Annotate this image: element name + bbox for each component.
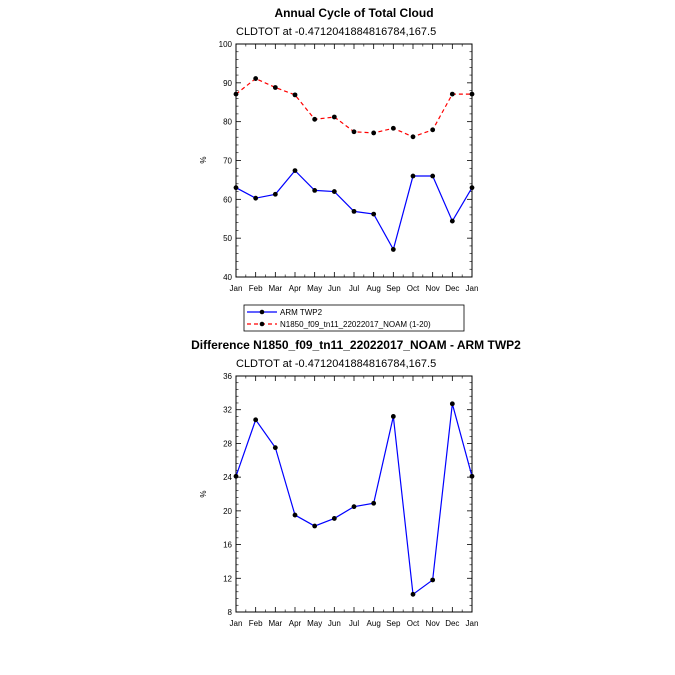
legend-marker-arm: [259, 309, 265, 315]
chart2-ytick-label: 8: [228, 608, 233, 617]
chart2-ytick-label: 36: [223, 372, 232, 381]
chart1-series-0-point: [410, 173, 416, 179]
chart2-xtick-label: Aug: [367, 619, 381, 628]
chart2-series-0-point: [410, 591, 416, 597]
legend-label-arm: ARM TWP2: [280, 308, 323, 317]
chart1-plot-area: Jan Feb Mar Apr May Jun Jul Aug Sep Oct Nov Dec Jan 4…: [219, 40, 479, 293]
chart1-ytick-label: 80: [223, 118, 232, 127]
chart1-subtitle: CLDTOT at -0.4712041884816784,167.5: [236, 26, 436, 38]
chart1-series-0-point: [331, 189, 337, 194]
chart1-ytick-label: 60: [223, 195, 232, 204]
chart1-series-1-point: [410, 134, 416, 140]
chart1-xtick-label: May: [307, 284, 322, 293]
chart2-series-0-point: [331, 516, 337, 521]
chart2-series-0-point: [390, 414, 396, 419]
chart2-series-0-point: [292, 512, 298, 518]
chart1-series-1-point: [430, 127, 436, 133]
chart1-xtick-label: Sep: [386, 284, 401, 293]
chart2-ytick-label: 20: [223, 507, 232, 516]
chart1-series-1-point: [292, 92, 298, 98]
chart1-xtick-label: Jun: [328, 284, 341, 293]
chart1-xtick-label: Jan: [230, 284, 243, 293]
chart2-xtick-label: Apr: [289, 619, 302, 628]
chart1-series-0-point: [292, 168, 298, 173]
chart1-series-0-point: [253, 195, 259, 201]
chart1-series-0-point: [469, 185, 475, 191]
chart2-xtick-label: Jul: [349, 619, 359, 628]
chart1-xtick-label: Apr: [289, 284, 302, 293]
chart1-xtick-label: Jan: [466, 284, 479, 293]
chart2-xtick-label: Dec: [445, 619, 459, 628]
chart2-series-0-point: [351, 504, 357, 510]
chart2-xtick-label: Jan: [230, 619, 243, 628]
chart1-series-line-1: [235, 77, 472, 138]
chart1-series-1-point: [233, 91, 239, 97]
chart2-series-0-point: [312, 523, 318, 529]
chart1-ylabel: %: [199, 156, 208, 163]
chart1-legend: ARM TWP2 N1850_f09_tn11_22022017_NOAM (1…: [243, 304, 465, 332]
chart2-xtick-label: Oct: [407, 619, 420, 628]
chart2-frame: [235, 375, 473, 613]
chart1-xtick-label: Nov: [426, 284, 440, 293]
chart1-xtick-label: Oct: [407, 284, 420, 293]
chart1-series-0-point: [371, 211, 377, 217]
chart2-ytick-label: 12: [223, 574, 232, 583]
chart1-series-0-point: [312, 188, 318, 193]
chart1-series-1-point: [390, 125, 396, 131]
chart2-series-0-point: [272, 445, 278, 451]
chart2-ytick-label: 28: [223, 439, 232, 448]
chart1-series-0-point: [430, 173, 436, 179]
chart2-series-0-point: [469, 473, 475, 479]
chart2-xtick-label: Nov: [426, 619, 440, 628]
chart2-plot-area: Jan Feb Mar Apr May Jun Jul Aug Sep Oct Nov Dec Jan 8…: [223, 372, 478, 628]
chart2-xtick-label: Sep: [386, 619, 401, 628]
chart2-xtick-label: Jun: [328, 619, 341, 628]
chart1-series-1-point: [469, 91, 475, 97]
chart1-ytick-label: 50: [223, 234, 232, 243]
chart1-series-0-point: [351, 208, 357, 214]
chart1-ytick-label: 90: [223, 79, 232, 88]
chart1-xtick-label: Mar: [268, 284, 282, 293]
chart1-series-0-point: [449, 218, 455, 224]
chart1-series-1-point: [312, 116, 318, 122]
chart1-series-1-point: [371, 130, 377, 136]
chart1-ytick-label: 40: [223, 273, 232, 282]
chart2-ylabel: %: [199, 490, 208, 497]
chart1-series-1-point: [272, 85, 278, 90]
chart2-xtick-label: Mar: [268, 619, 282, 628]
chart2-series-line-0: [235, 403, 473, 596]
legend-label-model: N1850_f09_tn11_22022017_NOAM (1-20): [280, 320, 431, 329]
legend-box: [243, 304, 465, 332]
chart1-frame: [235, 43, 473, 278]
chart2-ytick-label: 24: [223, 473, 232, 482]
legend-marker-model: [259, 321, 265, 327]
chart1-ytick-label: 70: [223, 157, 232, 166]
chart1-xtick-label: Dec: [445, 284, 459, 293]
chart2-subtitle: CLDTOT at -0.4712041884816784,167.5: [236, 358, 436, 370]
chart2-series-0-point: [233, 473, 239, 479]
chart1-title: Annual Cycle of Total Cloud: [274, 6, 433, 20]
chart2-series-0-point: [371, 500, 377, 506]
chart2-xtick-label: Jan: [466, 619, 479, 628]
chart1-xtick-label: Feb: [249, 284, 263, 293]
chart2-series-0-point: [449, 401, 455, 407]
chart1-xtick-label: Jul: [349, 284, 359, 293]
chart2-xtick-label: May: [307, 619, 322, 628]
chart2-title: Difference N1850_f09_tn11_22022017_NOAM …: [191, 338, 521, 352]
chart2-xtick-label: Feb: [249, 619, 263, 628]
chart1-series-1-point: [351, 129, 357, 135]
chart1-ytick-label: 100: [219, 40, 233, 49]
chart2-ytick-label: 32: [223, 406, 232, 415]
chart1-series-1-point: [331, 114, 337, 120]
chart2-series-0-point: [430, 577, 436, 583]
chart1-series-1-point: [253, 76, 259, 81]
chart2-series-0-point: [253, 417, 259, 423]
chart1-series-0-point: [390, 247, 396, 252]
chart1-xtick-label: Aug: [367, 284, 381, 293]
chart2-ytick-label: 16: [223, 541, 232, 550]
chart1-series-1-point: [449, 91, 455, 97]
chart1-series-0-point: [272, 191, 278, 197]
chart1-series-0-point: [233, 185, 239, 191]
